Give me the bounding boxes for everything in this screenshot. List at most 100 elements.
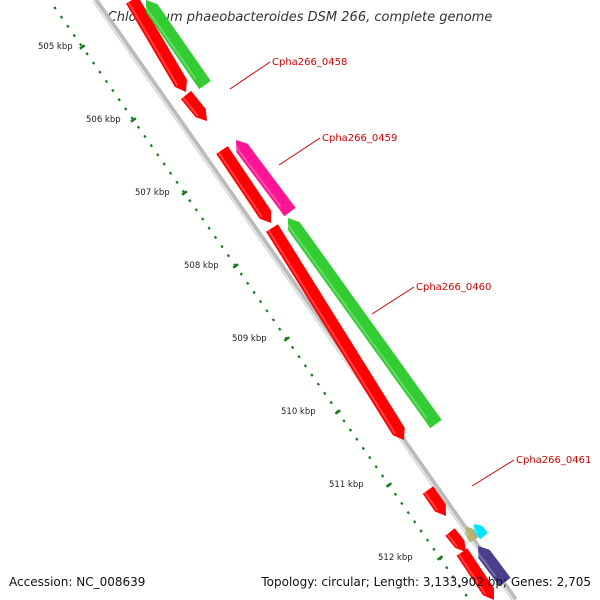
kbp-label: 510 kbp: [281, 407, 316, 417]
minor-tick: [53, 6, 57, 10]
minor-tick: [342, 419, 346, 423]
minor-tick: [374, 465, 378, 469]
minor-tick: [393, 492, 398, 496]
minor-tick: [124, 107, 128, 111]
minor-tick: [464, 593, 468, 597]
major-tick: [79, 44, 86, 50]
gene-highlight: [217, 151, 263, 218]
gene-highlight: [283, 219, 428, 419]
accession-label: Accession: NC_008639: [9, 575, 146, 589]
gene-arrow[interactable]: [216, 146, 272, 223]
minor-tick: [348, 428, 353, 432]
minor-tick: [265, 309, 269, 313]
gene-label[interactable]: Cpha266_0460: [416, 282, 491, 293]
minor-tick: [368, 455, 372, 460]
minor-tick: [457, 584, 462, 588]
minor-tick: [213, 235, 218, 240]
minor-tick: [130, 116, 134, 120]
gene-arrow[interactable]: [266, 224, 405, 440]
gene-labels: Cpha266_0458 Cpha266_0459 Cpha266_0460 Cpha…: [229, 57, 591, 487]
minor-tick: [303, 364, 308, 368]
gene-arrow[interactable]: [180, 90, 207, 121]
kbp-label: 506 kbp: [86, 115, 121, 125]
gene-highlight: [267, 229, 396, 435]
kbp-label: 509 kbp: [232, 334, 267, 344]
minor-tick: [156, 153, 160, 157]
gene-highlight: [423, 491, 438, 511]
callout-line: [229, 61, 271, 90]
gene-highlight: [141, 1, 197, 80]
minor-tick: [72, 33, 76, 38]
minor-tick: [451, 575, 455, 579]
major-tick: [181, 190, 188, 196]
minor-tick: [226, 254, 231, 258]
ruler: 505 kbp 506 kbp 507 kbp 508 kbp 509 kbp 510 k…: [38, 6, 468, 597]
gene-label[interactable]: Cpha266_0458: [272, 57, 347, 68]
major-tick: [334, 409, 341, 415]
gene-arrow[interactable]: [456, 548, 494, 600]
major-tick: [385, 482, 393, 488]
gene-highlight: [457, 553, 487, 595]
minor-tick: [207, 226, 211, 230]
gene-arrow[interactable]: [236, 140, 296, 217]
callout-line: [278, 137, 321, 166]
genome-title: Chlorobium phaeobacteroides DSM 266, com…: [107, 10, 493, 25]
kbp-label: 511 kbp: [329, 480, 364, 490]
minor-tick: [220, 244, 224, 249]
minor-tick: [323, 391, 327, 396]
gene-arrow[interactable]: [288, 218, 442, 429]
minor-tick: [104, 79, 109, 84]
major-tick: [283, 336, 290, 342]
minor-tick: [136, 125, 141, 129]
minor-tick: [143, 134, 147, 139]
major-tick: [232, 263, 239, 269]
gene-highlight: [462, 526, 470, 537]
gene-arrow[interactable]: [422, 486, 446, 516]
genome-stats: Topology: circular; Length: 3,133,902 bp…: [261, 575, 591, 589]
minor-tick: [419, 529, 423, 533]
gene-arrow[interactable]: [445, 528, 466, 552]
minor-tick: [246, 281, 250, 285]
kbp-label: 508 kbp: [184, 261, 219, 271]
minor-tick: [111, 88, 115, 93]
minor-tick: [117, 98, 121, 102]
minor-tick: [329, 400, 333, 405]
gene-label[interactable]: Cpha266_0459: [322, 133, 397, 144]
minor-tick: [59, 15, 64, 19]
gene-arrow[interactable]: [146, 0, 211, 89]
minor-tick: [79, 43, 83, 47]
minor-tick: [162, 162, 166, 166]
major-tick: [130, 117, 137, 123]
gene-arrow[interactable]: [126, 0, 187, 92]
minor-tick: [400, 501, 404, 506]
kbp-label: 507 kbp: [135, 188, 170, 198]
minor-tick: [239, 272, 243, 276]
gene-label[interactable]: Cpha266_0461: [516, 455, 591, 466]
minor-tick: [361, 446, 365, 451]
minor-tick: [316, 382, 320, 386]
gene-highlight: [446, 533, 458, 548]
gene-highlight: [473, 547, 497, 578]
gene-highlight: [182, 96, 199, 117]
minor-tick: [91, 61, 96, 65]
gene-track: [126, 0, 511, 600]
minor-tick: [297, 354, 301, 359]
backbone: [92, 0, 518, 600]
minor-tick: [252, 290, 256, 295]
minor-tick: [380, 474, 385, 478]
minor-tick: [85, 52, 89, 56]
minor-tick: [98, 70, 102, 74]
gene-arrow[interactable]: [474, 524, 488, 540]
gene-highlight: [231, 141, 282, 208]
minor-tick: [194, 208, 198, 212]
major-tick: [436, 555, 444, 561]
minor-tick: [201, 217, 205, 221]
gene-highlight: [470, 525, 479, 534]
minor-tick: [168, 171, 173, 175]
kbp-label: 512 kbp: [378, 553, 413, 563]
minor-tick: [175, 180, 179, 185]
gene-arrow[interactable]: [464, 526, 479, 543]
gene-arrow[interactable]: [478, 546, 511, 587]
gene-highlight: [127, 1, 179, 87]
